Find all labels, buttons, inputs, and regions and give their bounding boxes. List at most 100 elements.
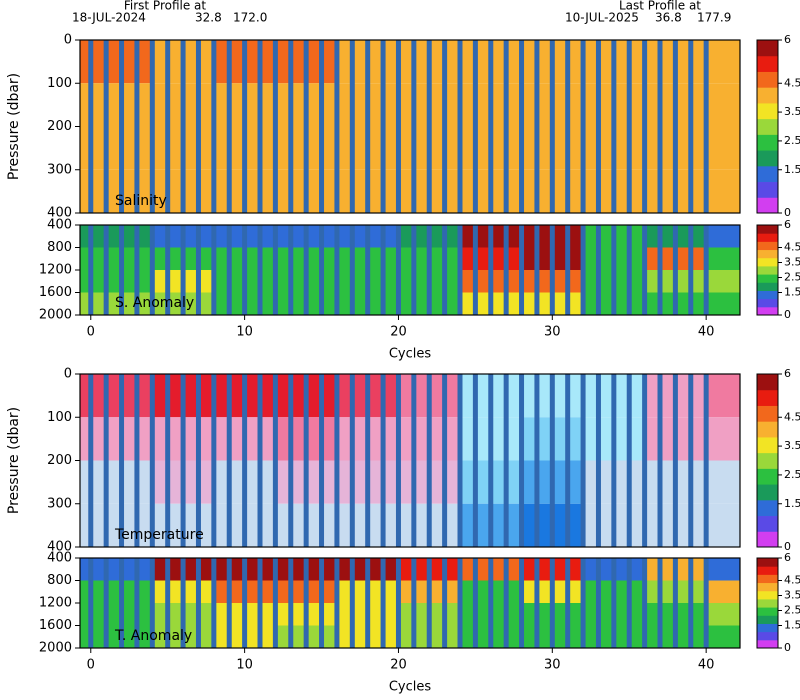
colorbar-swatch <box>757 134 778 151</box>
cell <box>80 580 153 603</box>
colorbar-tick-label: 1.5 <box>784 286 800 299</box>
cell <box>706 126 740 170</box>
y-tick-label: 800 <box>47 240 72 255</box>
cell <box>706 40 740 84</box>
plot-area <box>80 40 740 213</box>
cell <box>80 558 153 581</box>
colorbar-tick-label: 3.5 <box>784 439 800 452</box>
cell <box>706 603 740 626</box>
colorbar-swatch <box>757 436 778 454</box>
colorbar-swatch <box>757 241 778 251</box>
plot-area <box>80 374 740 547</box>
cell <box>706 558 740 581</box>
colorbar-swatch <box>757 306 778 316</box>
y-tick-label: 200 <box>47 453 72 468</box>
header-lon: 177.9 <box>697 11 731 25</box>
y-axis-title: Pressure (dbar) <box>6 407 22 514</box>
cell <box>706 503 740 547</box>
plot-area <box>80 225 740 315</box>
colorbar-tick-label: 1.5 <box>784 163 800 176</box>
y-tick-label: 2000 <box>39 641 72 656</box>
x-axis-title: Cycles <box>389 347 432 362</box>
colorbar-swatch <box>757 102 778 120</box>
x-tick-label: 30 <box>544 658 561 673</box>
cell <box>706 374 740 418</box>
colorbar-tick-label: 4.5 <box>784 574 800 587</box>
cell <box>706 417 740 461</box>
colorbar-tick-label: 2.5 <box>784 604 800 617</box>
colorbar-tick-label: 4.5 <box>784 76 800 89</box>
x-tick-label: 10 <box>236 325 253 340</box>
colorbar-swatch <box>757 405 778 422</box>
colorbar-tick-label: 1.5 <box>784 619 800 632</box>
x-tick-label: 30 <box>544 325 561 340</box>
colorbar-swatch <box>757 615 778 624</box>
colorbar-swatch <box>757 282 778 291</box>
cell <box>706 83 740 127</box>
colorbar-swatch <box>757 274 778 283</box>
colorbar-swatch <box>757 421 778 438</box>
y-tick-label: 1600 <box>39 285 72 300</box>
y-axis-title: Pressure (dbar) <box>6 73 22 180</box>
colorbar-swatch <box>757 71 778 88</box>
y-tick-label: 2000 <box>39 308 72 323</box>
y-tick-label: 400 <box>47 206 72 221</box>
cell <box>80 603 153 626</box>
header-lat: 32.8 <box>195 11 222 25</box>
colorbar-swatch <box>757 623 778 633</box>
colorbar-frame <box>756 39 779 214</box>
cell <box>80 225 153 248</box>
y-tick-label: 400 <box>47 540 72 555</box>
y-tick-label: 1200 <box>39 596 72 611</box>
colorbar-swatch <box>757 150 778 167</box>
panel-label: T. Anomaly <box>114 628 192 644</box>
colorbar-swatch <box>757 233 778 242</box>
colorbar-swatch <box>757 574 778 584</box>
colorbar-swatch <box>757 566 778 575</box>
cell <box>706 169 740 213</box>
x-tick-label: 0 <box>87 658 95 673</box>
colorbar-tick-label: 3.5 <box>784 256 800 269</box>
colorbar-tick-label: 6 <box>784 367 791 380</box>
cell <box>80 292 153 315</box>
colorbar-swatch <box>757 55 778 72</box>
colorbar-swatch <box>757 257 778 267</box>
colorbar-tick-label: 2.5 <box>784 134 800 147</box>
y-tick-label: 400 <box>47 551 72 566</box>
panel-label: Temperature <box>114 527 204 543</box>
colorbar-swatch <box>757 639 778 649</box>
y-tick-label: 400 <box>47 218 72 233</box>
colorbar-swatch <box>757 298 778 308</box>
colorbar-swatch <box>757 165 778 183</box>
x-tick-label: 10 <box>236 658 253 673</box>
colorbar-frame <box>756 557 779 649</box>
colorbar-swatch <box>757 265 778 275</box>
y-tick-label: 0 <box>64 367 72 382</box>
header-title: First Profile at <box>124 0 207 13</box>
colorbar-tick-label: 0 <box>784 641 791 654</box>
colorbar-swatch <box>757 558 778 567</box>
x-tick-label: 0 <box>87 325 95 340</box>
cell <box>706 625 740 648</box>
y-tick-label: 1600 <box>39 618 72 633</box>
y-tick-label: 300 <box>47 496 72 511</box>
colorbar-swatch <box>757 598 778 608</box>
colorbar-swatch <box>757 631 778 641</box>
colorbar-tick-label: 6 <box>784 218 791 231</box>
colorbar-swatch <box>757 531 778 548</box>
header-date: 10-JUL-2025 <box>565 11 639 25</box>
colorbar-swatch <box>757 389 778 406</box>
x-tick-label: 20 <box>390 658 407 673</box>
colorbar-tick-label: 6 <box>784 551 791 564</box>
colorbar-tick-label: 0 <box>784 540 791 553</box>
colorbar-swatch <box>757 484 778 501</box>
cell <box>706 292 740 315</box>
colorbar-frame <box>756 224 779 316</box>
y-tick-label: 300 <box>47 162 72 177</box>
y-tick-label: 100 <box>47 76 72 91</box>
y-tick-label: 1200 <box>39 263 72 278</box>
panel-label: S. Anomaly <box>115 295 194 311</box>
cell <box>706 270 740 293</box>
colorbar-tick-label: 2.5 <box>784 468 800 481</box>
